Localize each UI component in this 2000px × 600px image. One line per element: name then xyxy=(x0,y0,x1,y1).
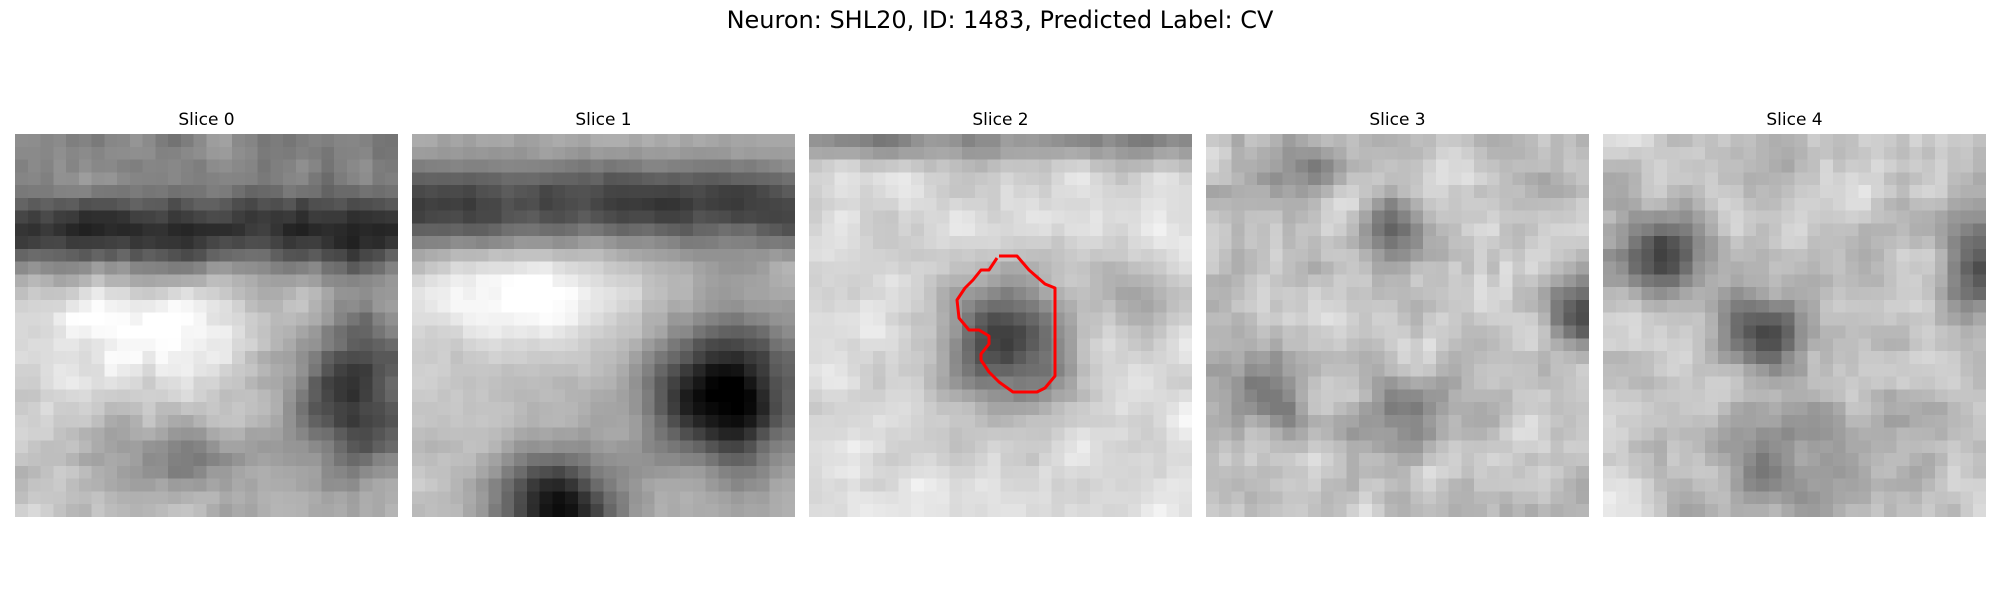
slice-2-title: Slice 2 xyxy=(972,110,1029,130)
slice-4-title: Slice 4 xyxy=(1766,110,1823,130)
slice-4-image xyxy=(1603,134,1986,517)
slice-0-title: Slice 0 xyxy=(178,110,235,130)
slice-0-image xyxy=(15,134,398,517)
slice-3-title: Slice 3 xyxy=(1369,110,1426,130)
slice-1-title: Slice 1 xyxy=(575,110,632,130)
slice-1-image xyxy=(412,134,795,517)
figure-title: Neuron: SHL20, ID: 1483, Predicted Label… xyxy=(726,6,1274,34)
slice-3-image xyxy=(1206,134,1589,517)
slice-2-image xyxy=(809,134,1192,517)
